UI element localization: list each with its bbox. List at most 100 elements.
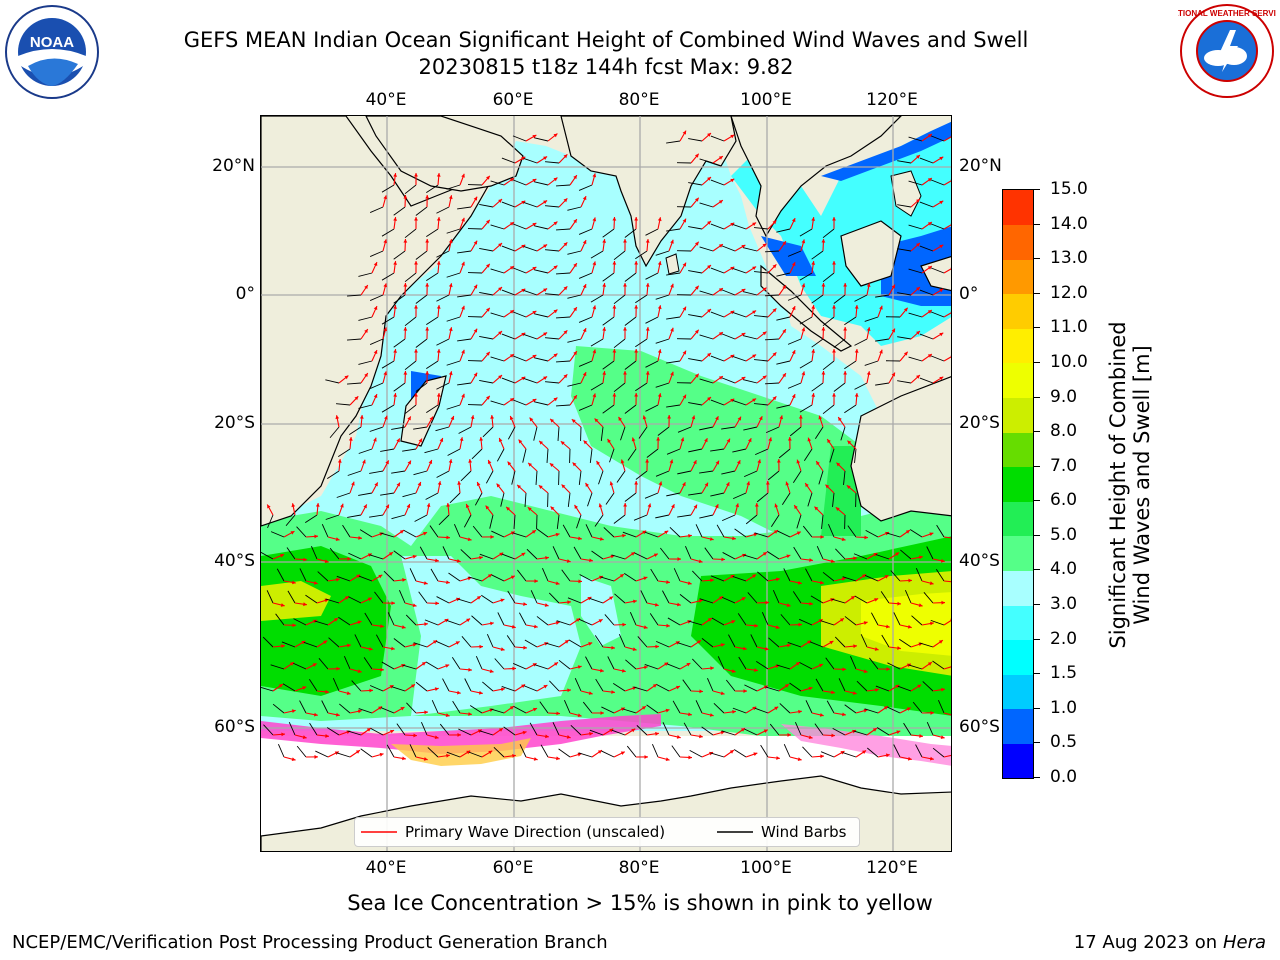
wave-arrow-head — [544, 603, 549, 607]
wave-arrow-head — [506, 506, 511, 511]
wind-barb — [604, 614, 615, 626]
wind-barb — [710, 752, 725, 758]
colorbar-segment — [1003, 535, 1033, 571]
wind-barb — [672, 700, 681, 714]
wave-arrow-head — [645, 371, 650, 375]
wave-arrow-head — [292, 623, 296, 628]
wind-barb — [732, 400, 747, 406]
wind-barb — [820, 620, 835, 626]
wave-arrow-head — [412, 554, 417, 559]
wave-arrow-head — [623, 503, 628, 507]
wave-arrow-head — [836, 462, 841, 467]
wave-arrow-head — [396, 482, 400, 487]
wave-arrow-head — [907, 756, 912, 761]
wave-arrow-head — [623, 327, 627, 331]
wind-barb — [922, 681, 934, 692]
wind-barb — [908, 136, 923, 142]
wind-barb — [446, 360, 461, 366]
wind-barb — [404, 316, 417, 327]
wave-arrow-head — [821, 371, 826, 375]
wave-arrow-head — [718, 244, 723, 248]
wave-arrow-head — [344, 596, 349, 600]
wind-barb — [486, 634, 494, 648]
wave-arrow-head — [774, 706, 779, 711]
wind-barb — [534, 313, 549, 318]
wind-barb — [549, 680, 560, 692]
wave-arrow-head — [731, 669, 736, 673]
wave-arrow-head — [730, 178, 735, 183]
wave-arrow-head — [545, 556, 549, 560]
colorbar-segment — [1003, 466, 1033, 502]
wind-barb — [692, 570, 703, 582]
wind-barb — [415, 681, 428, 692]
wave-arrow-head — [366, 728, 371, 732]
wave-arrow-head — [532, 134, 537, 139]
wind-barb — [446, 619, 461, 626]
land-australia — [850, 376, 951, 522]
wave-arrow-head — [655, 731, 659, 736]
wind-barb — [633, 514, 648, 521]
wind-barb — [767, 470, 780, 481]
wind-barb — [325, 514, 340, 520]
wave-arrow-head — [512, 666, 516, 671]
wave-arrow-head — [521, 244, 526, 249]
wind-barb — [880, 591, 890, 604]
wave-arrow-head — [720, 691, 725, 696]
wind-barb — [512, 399, 527, 406]
wave-arrow-head — [908, 578, 912, 583]
wind-barb — [743, 247, 758, 252]
wind-barb — [860, 634, 868, 648]
wave-arrow-head — [532, 266, 537, 271]
wave-arrow-head — [609, 481, 614, 486]
wave-arrow-head — [786, 603, 791, 607]
colorbar-tick-label: 3.0 — [1050, 594, 1078, 615]
wind-barb — [601, 706, 615, 714]
wind-barb — [457, 598, 472, 604]
wave-arrow-head — [688, 712, 692, 717]
wind-barb — [602, 404, 615, 414]
wind-barb — [266, 590, 274, 604]
wave-arrow-head — [897, 601, 901, 606]
wind-barb — [460, 470, 472, 482]
wave-arrow-head — [367, 597, 372, 602]
wind-barb — [325, 379, 340, 384]
wind-barb — [594, 635, 604, 648]
wave-arrow-head — [521, 156, 526, 161]
wave-arrow-head — [385, 460, 389, 465]
wave-arrow-head — [426, 503, 431, 508]
wave-arrow-head — [670, 327, 674, 332]
wind-barb — [535, 470, 538, 485]
wave-arrow-head — [439, 437, 444, 442]
wind-barb — [780, 614, 791, 626]
wave-arrow-head — [821, 327, 826, 331]
wave-arrow-head — [829, 641, 834, 645]
wave-arrow-head — [762, 375, 767, 380]
wind-barb — [761, 612, 769, 626]
wind-barb — [932, 660, 945, 670]
wave-arrow-head — [486, 263, 490, 268]
wind-barb — [375, 634, 384, 648]
wave-arrow-head — [521, 684, 526, 689]
wave-direction-arrow — [943, 356, 951, 362]
wind-barb — [795, 721, 802, 736]
wave-arrow-head — [623, 283, 627, 287]
wave-arrow-head — [886, 667, 890, 672]
colorbar-segment — [1003, 432, 1033, 468]
wind-barb — [622, 531, 637, 538]
wind-barb — [336, 492, 351, 498]
lon-tick-bottom-100e: 100°E — [740, 858, 792, 878]
wind-barb — [655, 514, 670, 519]
wave-arrow-head — [498, 437, 503, 442]
wave-arrow-head — [393, 173, 398, 177]
wind-barb — [415, 294, 428, 304]
wind-barb — [391, 470, 406, 474]
wind-barb — [536, 528, 549, 538]
wave-arrow-head — [742, 553, 746, 558]
wave-arrow-head — [621, 668, 626, 673]
wind-barb — [490, 312, 505, 318]
wind-barb — [347, 382, 362, 385]
wind-barb — [364, 612, 373, 626]
wind-barb — [310, 545, 318, 560]
wind-barb — [449, 492, 461, 504]
wind-barb — [409, 568, 417, 582]
